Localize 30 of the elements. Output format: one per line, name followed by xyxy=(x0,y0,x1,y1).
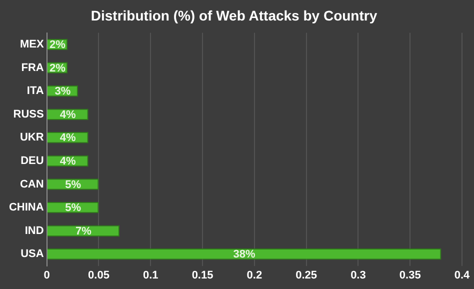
y-tick-label: MEX xyxy=(20,38,44,50)
x-tick-label: 0 xyxy=(44,269,50,282)
x-tick-label: 0.2 xyxy=(246,269,262,282)
x-tick-label: 0.1 xyxy=(142,269,158,282)
y-tick-label: RUSS xyxy=(13,108,44,120)
y-tick-label: UKR xyxy=(20,132,44,144)
y-tick-label: IND xyxy=(24,224,44,237)
data-label: 5% xyxy=(65,202,82,214)
x-tick-label: 0.4 xyxy=(454,269,471,282)
y-tick-label: ITA xyxy=(26,85,44,98)
data-label: 3% xyxy=(54,86,71,98)
x-tick-label: 0.35 xyxy=(399,269,421,282)
x-tick-label: 0.15 xyxy=(192,269,214,282)
data-label: 38% xyxy=(233,248,256,261)
data-label: 4% xyxy=(60,132,76,144)
x-tick-label: 0.25 xyxy=(296,269,318,282)
data-label: 2% xyxy=(50,38,66,51)
data-label: 4% xyxy=(60,108,76,121)
data-label: 7% xyxy=(75,225,92,238)
y-tick-label: FRA xyxy=(21,62,44,74)
chart-title: Distribution (%) of Web Attacks by Country xyxy=(90,7,378,24)
y-tick-label: USA xyxy=(20,248,44,260)
y-tick-label: DEU xyxy=(20,154,44,167)
y-tick-label: CAN xyxy=(20,178,44,190)
y-tick-label: CHINA xyxy=(8,202,44,214)
data-label: 5% xyxy=(65,178,82,191)
data-label: 4% xyxy=(60,155,76,168)
data-label: 2% xyxy=(50,62,66,74)
x-tick-label: 0.05 xyxy=(88,269,110,282)
x-tick-label: 0.3 xyxy=(350,269,366,282)
